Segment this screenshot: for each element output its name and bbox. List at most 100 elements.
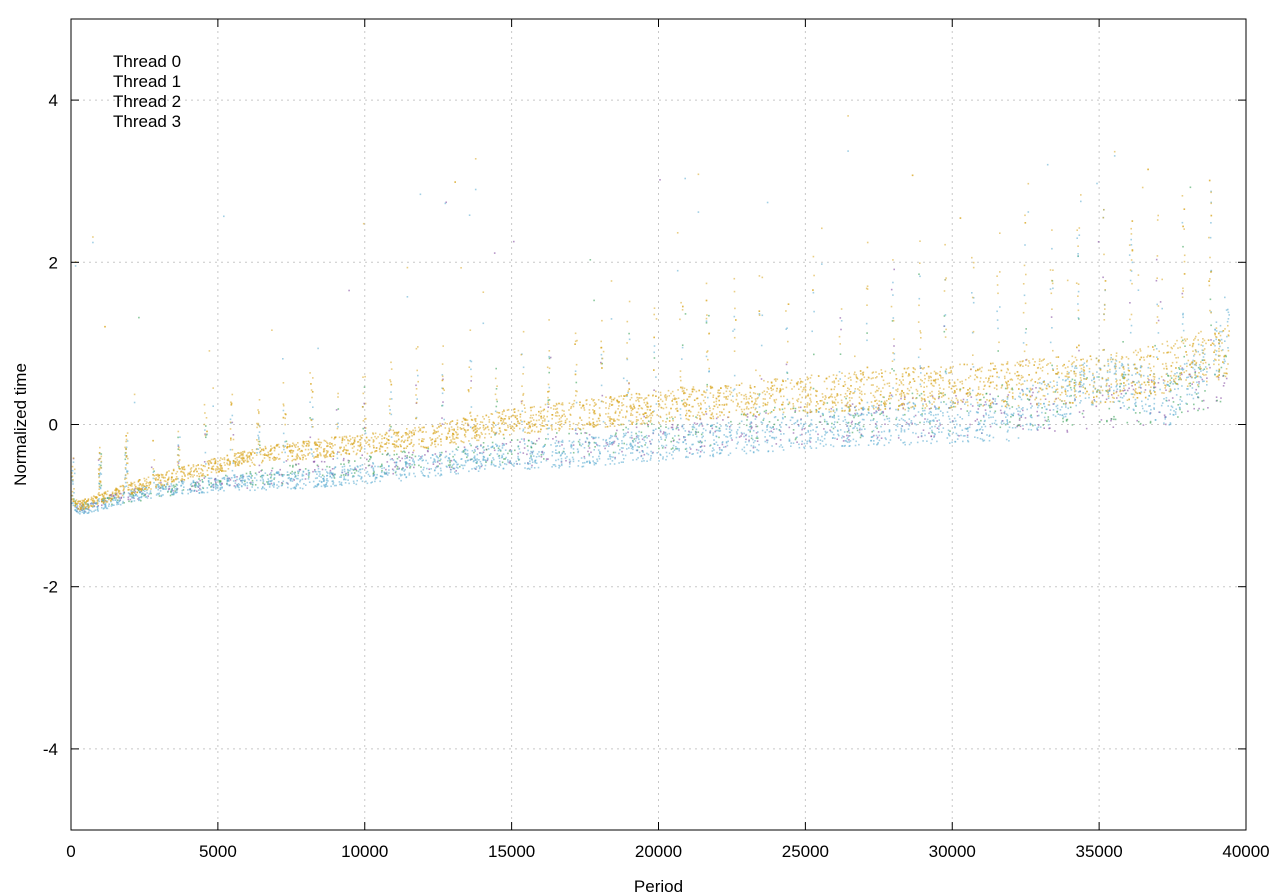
data-point [473,451,475,454]
data-point [967,440,970,443]
data-point [175,492,177,494]
data-point [942,388,945,390]
data-point [665,436,667,439]
data-point [944,370,947,372]
data-point [679,414,682,416]
data-point [856,427,858,429]
data-point [975,398,978,401]
data-point [400,474,402,477]
data-point [551,466,553,468]
data-point [1149,420,1152,423]
data-point [547,427,549,430]
data-point [1049,427,1051,429]
data-point [591,424,594,427]
data-point [461,451,464,453]
data-point [563,447,565,450]
data-point [364,432,367,435]
data-point [534,461,537,464]
data-point [754,418,757,420]
data-point [999,232,1001,234]
data-point [165,480,167,483]
data-point [283,474,285,476]
data-point [681,358,683,360]
data-point [579,416,581,419]
data-point [935,407,937,409]
data-point [294,474,297,477]
data-point [672,451,674,453]
data-point [220,466,222,469]
data-point [240,485,243,487]
data-point [1103,253,1105,256]
data-point [627,428,630,430]
data-point [1132,363,1135,366]
data-point [1196,381,1198,384]
data-point [1027,211,1030,213]
data-point [113,497,116,500]
data-point [973,378,976,381]
data-point [823,418,826,421]
data-point [1059,409,1062,411]
data-point [755,432,758,434]
data-point [593,402,596,404]
data-point [921,413,923,415]
data-point [421,455,424,457]
data-point [996,310,998,313]
data-point [664,434,667,437]
data-point [851,431,854,434]
data-point [1121,397,1124,399]
data-point [1130,270,1133,272]
data-point [1168,399,1170,402]
data-point [462,464,464,467]
data-point [96,506,99,508]
data-point [214,483,217,485]
data-point [732,395,734,397]
data-point [765,412,767,414]
data-point [181,480,183,483]
data-point [931,419,934,422]
data-point [161,487,163,489]
data-point [557,458,560,461]
data-point [900,427,903,430]
data-point [474,468,477,470]
data-point [680,417,682,420]
data-point [1074,397,1076,400]
data-point [391,458,393,460]
data-point [83,512,85,515]
data-point [1066,429,1068,432]
data-point [888,441,890,444]
data-point [87,504,89,506]
data-point [988,416,990,419]
data-point [735,447,738,449]
data-point [1202,369,1204,371]
data-point [93,510,95,513]
data-point [1066,385,1068,387]
data-point [1165,373,1168,375]
data-point [1197,396,1199,398]
data-point [108,505,110,507]
data-point [1153,386,1155,388]
data-point [997,327,999,330]
data-point [678,438,681,441]
data-point [709,445,711,447]
data-point [779,424,781,427]
data-point [110,500,112,503]
data-point [801,428,803,431]
data-point [714,425,717,428]
data-point [756,440,759,442]
data-point [669,416,671,419]
data-point [167,491,169,493]
data-point [1036,415,1039,417]
data-point [434,469,436,471]
data-point [234,485,237,488]
data-point [853,427,855,429]
data-point [1027,365,1030,367]
data-point [609,443,612,445]
data-point [1092,392,1094,394]
data-point [713,439,715,441]
data-point [662,432,664,435]
data-point [261,469,263,471]
data-point [130,489,132,492]
data-point [146,492,148,494]
data-point [932,414,935,417]
data-point [1124,392,1127,395]
